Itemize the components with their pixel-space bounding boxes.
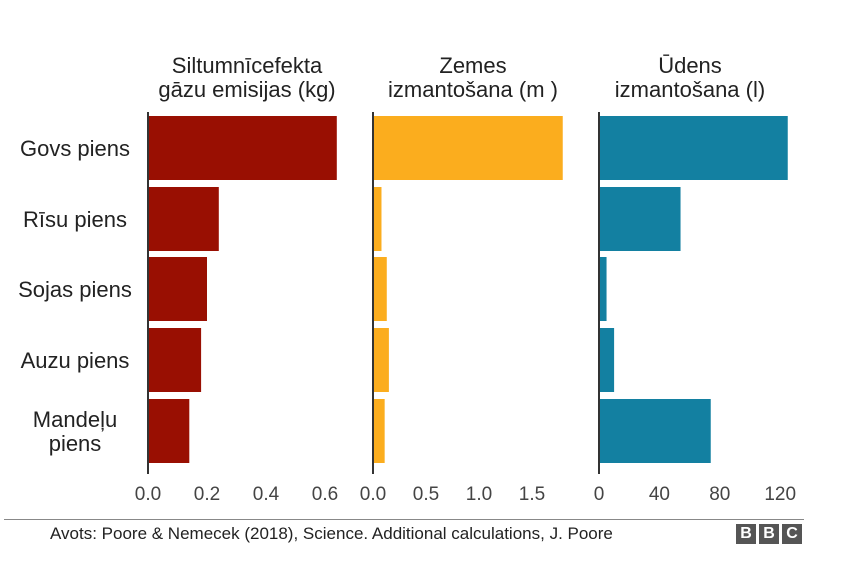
bar-auzu-piens bbox=[148, 328, 202, 392]
category-label: Auzu piens bbox=[21, 348, 130, 373]
bar-sojas-piens bbox=[373, 257, 387, 321]
bar-mandeļu-piens bbox=[599, 399, 711, 463]
panel-title: Siltumnīcefekta bbox=[172, 53, 323, 78]
tick-label: 0 bbox=[594, 484, 605, 505]
tick-label: 0.0 bbox=[135, 484, 161, 505]
bar-govs-piens bbox=[373, 116, 563, 180]
bar-mandeļu-piens bbox=[373, 399, 385, 463]
bar-govs-piens bbox=[148, 116, 337, 180]
logo-letter: B bbox=[759, 524, 779, 544]
tick-label: 0.4 bbox=[253, 484, 280, 505]
panel-title: gāzu emisijas (kg) bbox=[158, 77, 335, 102]
panel-title: Ūdens bbox=[658, 53, 722, 78]
category-label: Rīsu piens bbox=[23, 207, 127, 232]
footer-divider bbox=[4, 519, 804, 520]
tick-label: 120 bbox=[764, 484, 796, 505]
bar-rīsu-piens bbox=[148, 187, 219, 251]
chart-svg: Govs piens Rīsu piens Sojas piens Auzu pien… bbox=[18, 53, 796, 505]
bar-sojas-piens bbox=[599, 257, 607, 321]
tick-label: 0.6 bbox=[312, 484, 338, 505]
bar-rīsu-piens bbox=[373, 187, 382, 251]
tick-label: 40 bbox=[649, 484, 670, 505]
tick-label: 0.0 bbox=[360, 484, 386, 505]
logo-letter: C bbox=[782, 524, 802, 544]
bar-auzu-piens bbox=[373, 328, 389, 392]
panel-title: Zemes bbox=[439, 53, 506, 78]
category-label: Mandeļu bbox=[33, 407, 117, 432]
bar-auzu-piens bbox=[599, 328, 615, 392]
category-label: Govs piens bbox=[20, 136, 130, 161]
category-label: Sojas piens bbox=[18, 277, 132, 302]
tick-label: 1.5 bbox=[519, 484, 545, 505]
panel-title: izmantošana (m ) bbox=[388, 77, 558, 102]
bar-mandeļu-piens bbox=[148, 399, 190, 463]
tick-label: 80 bbox=[709, 484, 730, 505]
bar-rīsu-piens bbox=[599, 187, 681, 251]
logo-letter: B bbox=[736, 524, 756, 544]
panel-title: izmantošana (l) bbox=[615, 77, 765, 102]
tick-label: 1.0 bbox=[466, 484, 492, 505]
tick-label: 0.2 bbox=[194, 484, 220, 505]
bar-govs-piens bbox=[599, 116, 788, 180]
source-note: Avots: Poore & Nemecek (2018), Science. … bbox=[50, 524, 613, 543]
category-label: piens bbox=[49, 431, 102, 456]
bar-sojas-piens bbox=[148, 257, 207, 321]
tick-label: 0.5 bbox=[413, 484, 439, 505]
